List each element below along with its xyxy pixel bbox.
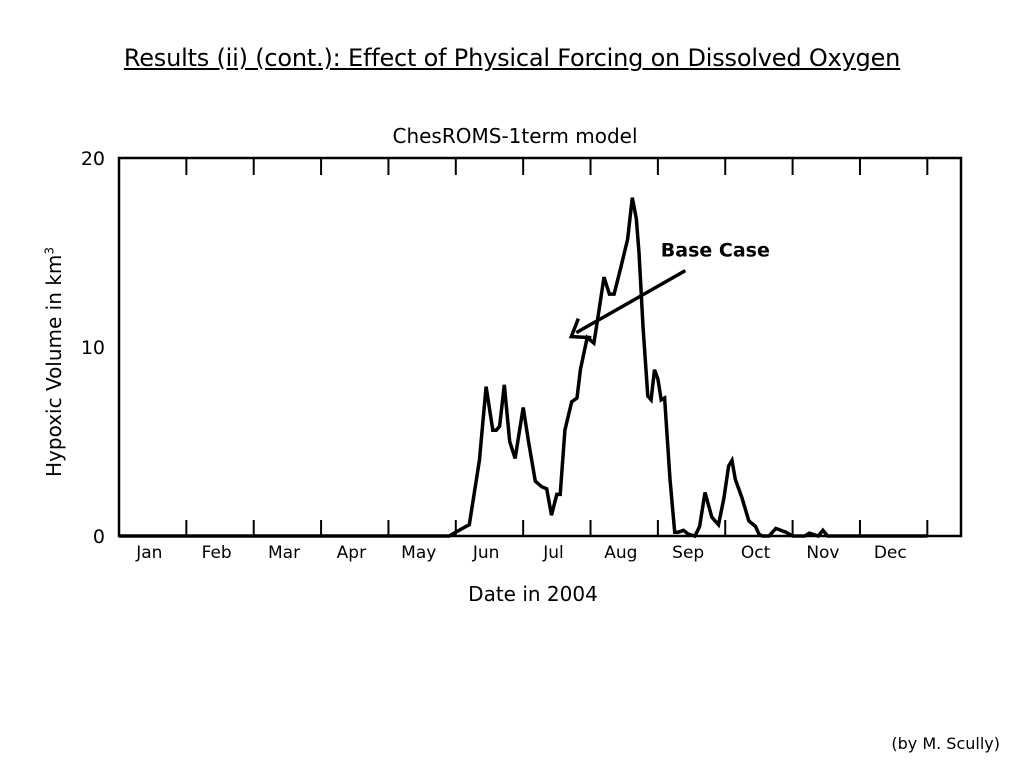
y-axis-label: Hypoxic Volume in km3 — [42, 247, 66, 477]
x-tick-label: Jun — [472, 543, 500, 563]
annotation-arrowhead — [568, 318, 592, 340]
author-credit: (by M. Scully) — [891, 734, 1000, 753]
x-tick-label: Oct — [741, 543, 771, 563]
x-axis-label: Date in 2004 — [468, 582, 598, 606]
annotation-label: Base Case — [661, 240, 770, 262]
chart-title: ChesROMS-1term model — [392, 124, 638, 148]
x-tick-label: Nov — [806, 543, 839, 563]
slide-title: Results (ii) (cont.): Effect of Physical… — [123, 44, 901, 72]
y-axis-label-superscript: 3 — [42, 247, 57, 255]
x-tick-label: Feb — [202, 543, 232, 563]
annotation-arrow-line — [575, 269, 687, 335]
plot-frame — [117, 156, 963, 538]
x-tick-label: Aug — [604, 543, 637, 563]
series-line — [119, 197, 928, 539]
y-tick-label: 0 — [93, 526, 105, 548]
x-tick-label: Mar — [268, 543, 300, 563]
x-tick-label: Apr — [337, 543, 366, 563]
x-tick-label: Jul — [542, 543, 564, 563]
y-axis-label-text: Hypoxic Volume in km — [42, 254, 66, 477]
x-tick-label: Dec — [874, 543, 907, 563]
y-tick-label: 20 — [81, 148, 105, 170]
x-tick-label: May — [401, 543, 436, 563]
y-tick-label: 10 — [81, 337, 105, 359]
x-tick-label: Sep — [672, 543, 704, 563]
x-tick-label: Jan — [135, 543, 162, 563]
